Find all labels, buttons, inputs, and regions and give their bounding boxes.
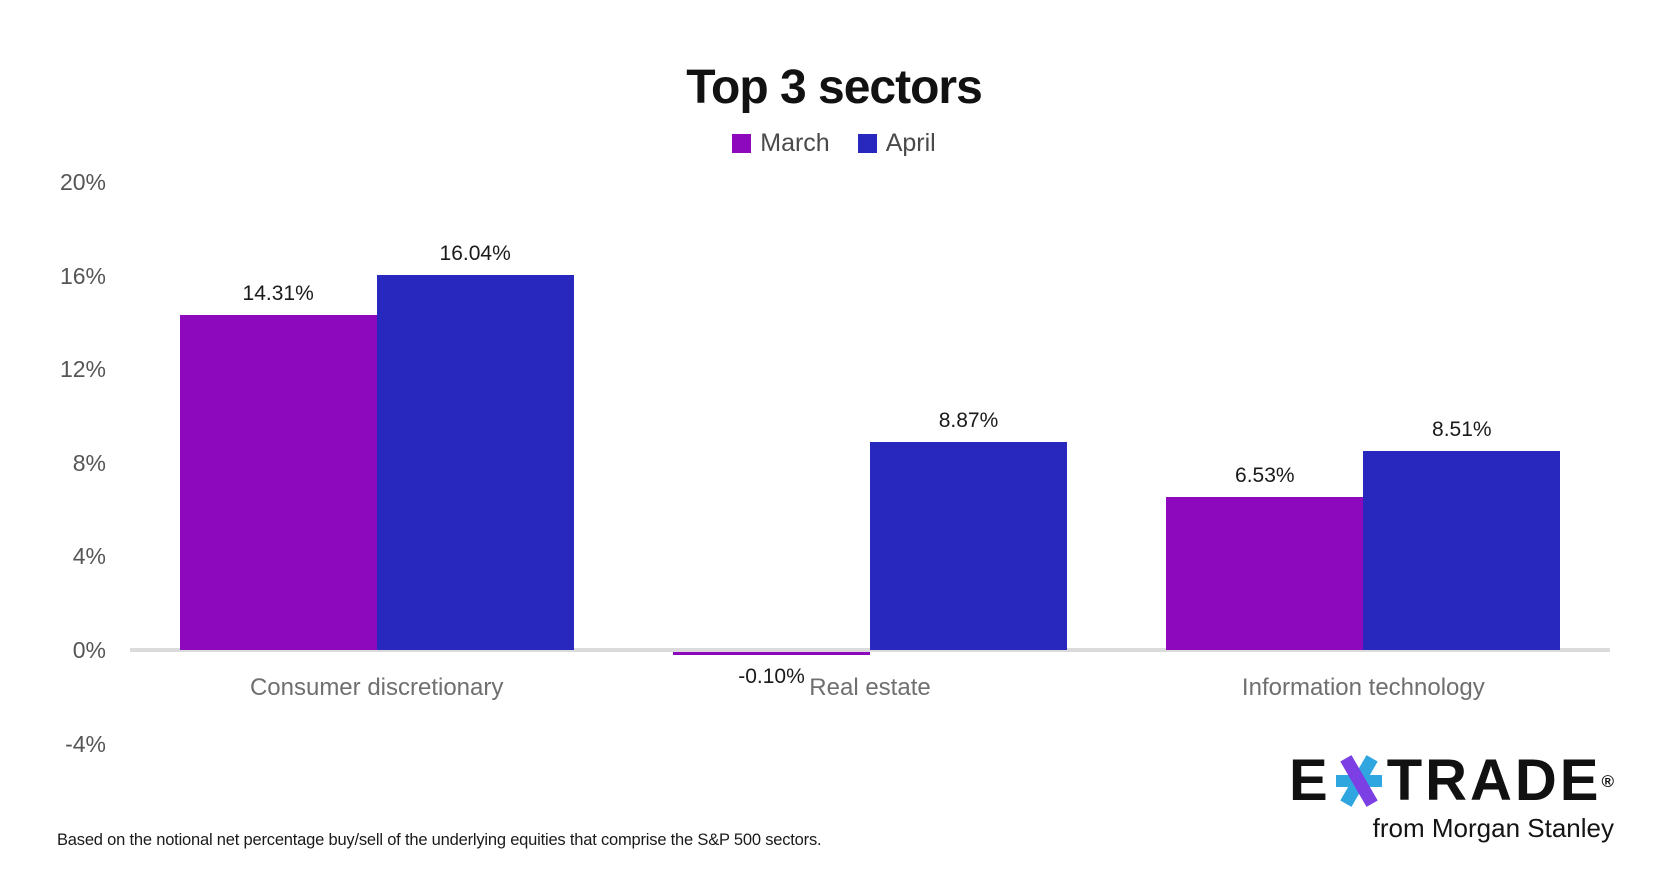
title-block: Top 3 sectors March April — [0, 60, 1668, 158]
april-swatch-icon — [857, 134, 877, 153]
y-axis-tick-label: 20% — [59, 169, 106, 195]
y-axis-tick-label: -4% — [65, 730, 106, 757]
bar-march-information-technology — [1166, 497, 1364, 650]
y-axis-tick-label: 0% — [72, 637, 106, 663]
value-label: 14.31% — [242, 282, 314, 306]
etrade-wordmark: E TRADE ® — [1289, 752, 1614, 810]
value-label: 8.87% — [938, 409, 999, 433]
axis-baseline — [130, 648, 1610, 652]
value-label: -0.10% — [738, 665, 805, 688]
legend-label-march: March — [760, 129, 830, 157]
legend: March April — [0, 129, 1668, 158]
etrade-letters-trade: TRADE — [1386, 748, 1602, 813]
bar-march-consumer-discretionary — [179, 315, 377, 650]
value-label: 6.53% — [1235, 464, 1295, 488]
legend-label-april: April — [885, 129, 936, 157]
value-label: 8.51% — [1432, 417, 1492, 441]
march-swatch-icon — [732, 134, 752, 153]
etrade-logo: E TRADE ® from Morgan Stanley — [1289, 752, 1614, 844]
bar-april-real-estate — [870, 442, 1067, 650]
category-label: Consumer discretionary — [249, 674, 504, 701]
bar-april-consumer-discretionary — [376, 274, 574, 650]
etrade-letter-e: E — [1289, 748, 1331, 813]
category-label: Real estate — [809, 674, 931, 701]
legend-item-march: March — [732, 129, 830, 158]
chart-title: Top 3 sectors — [686, 61, 983, 114]
value-label: 16.04% — [439, 241, 511, 265]
bar-april-information-technology — [1363, 450, 1561, 650]
footnote: Based on the notional net percentage buy… — [57, 831, 822, 849]
category-label: Information technology — [1241, 674, 1485, 701]
registered-mark: ® — [1601, 772, 1614, 791]
brand-tagline: from Morgan Stanley — [1372, 813, 1614, 843]
y-axis-tick-label: 16% — [59, 262, 106, 289]
y-axis-tick-label: 8% — [72, 449, 106, 476]
y-axis-tick-label: 12% — [59, 356, 106, 383]
y-axis-tick-label: 4% — [72, 543, 106, 570]
bar-march-real-estate — [673, 652, 870, 655]
etrade-star-icon — [1335, 755, 1382, 807]
legend-item-april: April — [857, 129, 936, 158]
